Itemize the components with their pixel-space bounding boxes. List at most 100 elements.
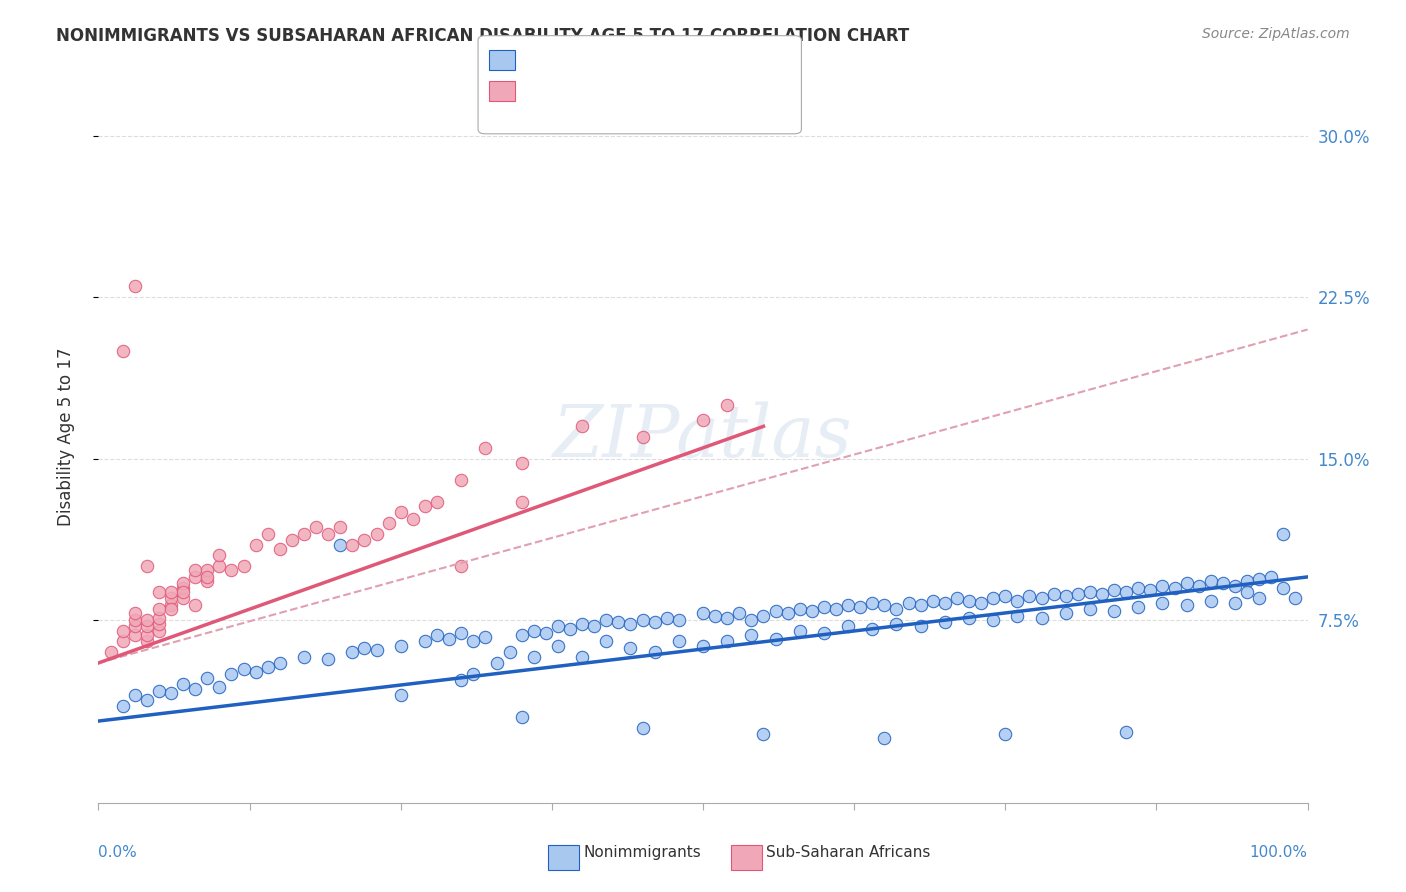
Point	[316, 651, 339, 665]
Point	[184, 598, 207, 612]
Point	[1078, 602, 1101, 616]
Point	[692, 639, 714, 653]
Point	[510, 628, 533, 642]
Point	[111, 634, 134, 648]
Point	[1188, 578, 1211, 592]
Point	[704, 608, 727, 623]
Point	[571, 419, 593, 434]
Point	[486, 656, 509, 670]
Point	[450, 625, 472, 640]
Point	[547, 639, 569, 653]
Point	[837, 598, 859, 612]
Point	[692, 413, 714, 427]
Point	[1115, 585, 1137, 599]
Point	[716, 634, 738, 648]
Point	[232, 662, 254, 676]
Point	[510, 494, 533, 508]
Point	[1152, 596, 1174, 610]
Y-axis label: Disability Age 5 to 17: Disability Age 5 to 17	[56, 348, 75, 526]
Text: R = 0.697: R = 0.697	[502, 56, 579, 71]
Point	[957, 611, 980, 625]
Point	[463, 666, 485, 681]
Point	[366, 527, 388, 541]
Point	[160, 585, 183, 599]
Point	[269, 656, 291, 670]
Point	[668, 634, 690, 648]
Point	[1102, 582, 1125, 597]
Point	[981, 591, 1004, 606]
Point	[716, 398, 738, 412]
Point	[389, 688, 412, 702]
Point	[547, 619, 569, 633]
Point	[208, 559, 231, 574]
Point	[1212, 576, 1234, 591]
Point	[825, 602, 848, 616]
Point	[897, 596, 920, 610]
Point	[184, 570, 207, 584]
Point	[329, 538, 352, 552]
Point	[860, 596, 883, 610]
Point	[124, 279, 146, 293]
Point	[184, 681, 207, 696]
Point	[474, 441, 496, 455]
Point	[124, 628, 146, 642]
Point	[837, 619, 859, 633]
Point	[583, 619, 606, 633]
Point	[1175, 598, 1198, 612]
Point	[994, 727, 1017, 741]
Point	[329, 520, 352, 534]
Point	[232, 559, 254, 574]
Point	[1272, 581, 1295, 595]
Point	[221, 564, 243, 578]
Point	[195, 671, 218, 685]
Point	[160, 591, 183, 606]
Point	[463, 634, 485, 648]
Point	[135, 559, 157, 574]
Point	[1284, 591, 1306, 606]
Point	[208, 680, 231, 694]
Text: R = 0.378: R = 0.378	[502, 89, 578, 104]
Point	[873, 731, 896, 746]
Text: N =  145: N = 145	[647, 56, 714, 71]
Point	[1128, 600, 1150, 615]
Point	[765, 604, 787, 618]
Point	[571, 649, 593, 664]
Point	[474, 630, 496, 644]
Point	[195, 564, 218, 578]
Point	[124, 607, 146, 621]
Point	[910, 598, 932, 612]
Point	[1031, 611, 1053, 625]
Point	[644, 615, 666, 629]
Point	[100, 645, 122, 659]
Point	[510, 710, 533, 724]
Point	[934, 615, 956, 629]
Point	[860, 622, 883, 636]
Point	[873, 598, 896, 612]
Point	[946, 591, 969, 606]
Point	[510, 456, 533, 470]
Point	[135, 634, 157, 648]
Point	[1236, 585, 1258, 599]
Text: 0.0%: 0.0%	[98, 846, 138, 860]
Point	[631, 721, 654, 735]
Point	[1272, 527, 1295, 541]
Point	[619, 640, 641, 655]
Point	[172, 581, 194, 595]
Point	[934, 596, 956, 610]
Point	[716, 611, 738, 625]
Point	[281, 533, 304, 548]
Point	[655, 611, 678, 625]
Point	[195, 570, 218, 584]
Point	[342, 538, 364, 552]
Point	[1042, 587, 1064, 601]
Point	[631, 613, 654, 627]
Point	[970, 596, 993, 610]
Text: Sub-Saharan Africans: Sub-Saharan Africans	[766, 845, 931, 860]
Point	[789, 624, 811, 638]
Point	[402, 512, 425, 526]
Point	[752, 727, 775, 741]
Text: Source: ZipAtlas.com: Source: ZipAtlas.com	[1202, 27, 1350, 41]
Point	[571, 617, 593, 632]
Point	[135, 692, 157, 706]
Point	[245, 665, 267, 679]
